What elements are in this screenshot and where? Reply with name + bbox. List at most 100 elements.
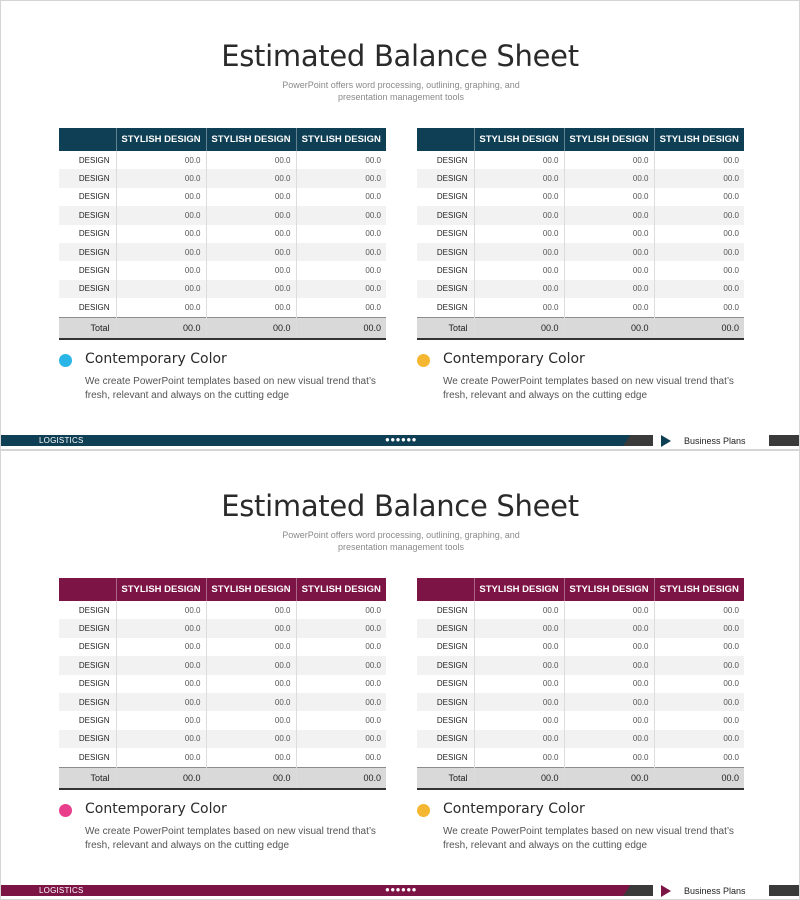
cell-value: 00.0 — [563, 187, 654, 207]
cell-value: 00.0 — [563, 224, 654, 243]
cell-value: 00.0 — [473, 242, 564, 262]
table-row: DESIGN 00.0 00.0 00.0 — [59, 187, 386, 207]
cell-value: 00.0 — [115, 656, 206, 675]
total-row: Total 00.0 00.0 00.0 — [59, 316, 386, 340]
row-label: DESIGN — [59, 151, 116, 170]
column-header: STYLISH DESIGN — [473, 128, 564, 151]
cell-value: 00.0 — [653, 151, 744, 170]
row-label: DESIGN — [59, 692, 116, 712]
cell-value: 00.0 — [473, 674, 564, 693]
balance-table-left: STYLISH DESIGN STYLISH DESIGN STYLISH DESI… — [59, 578, 386, 790]
cell-value: 00.0 — [295, 242, 386, 262]
cell-value: 00.0 — [205, 711, 296, 730]
cell-value: 00.0 — [653, 169, 744, 188]
cell-value: 00.0 — [473, 711, 564, 730]
cell-value: 00.0 — [473, 224, 564, 243]
cell-value: 00.0 — [205, 206, 296, 225]
row-label: DESIGN — [417, 298, 474, 318]
row-label: DESIGN — [59, 619, 116, 638]
footer-accent — [623, 885, 653, 896]
cell-value: 00.0 — [653, 206, 744, 225]
cell-value: 00.0 — [295, 206, 386, 225]
table-header-row: STYLISH DESIGN STYLISH DESIGN STYLISH DESI… — [417, 128, 744, 151]
cell-value: 00.0 — [473, 151, 564, 170]
row-label: DESIGN — [59, 748, 116, 768]
feature-description: We create PowerPoint templates based on … — [85, 376, 376, 401]
table-row: DESIGN 00.0 00.0 00.0 — [417, 261, 744, 280]
table-header-row: STYLISH DESIGN STYLISH DESIGN STYLISH DESI… — [59, 128, 386, 151]
cell-value: 00.0 — [115, 206, 206, 225]
cell-value: 00.0 — [115, 169, 206, 188]
cell-value: 00.0 — [563, 261, 654, 280]
total-value: 00.0 — [473, 766, 564, 790]
cell-value: 00.0 — [563, 601, 654, 620]
total-value: 00.0 — [205, 766, 296, 790]
footer-accent — [623, 435, 653, 446]
cell-value: 00.0 — [653, 748, 744, 768]
total-value: 00.0 — [473, 316, 564, 340]
row-label: DESIGN — [417, 619, 474, 638]
table-row: DESIGN 00.0 00.0 00.0 — [59, 206, 386, 225]
total-row: Total 00.0 00.0 00.0 — [417, 766, 744, 790]
table-row: DESIGN 00.0 00.0 00.0 — [417, 151, 744, 170]
table-header-row: STYLISH DESIGN STYLISH DESIGN STYLISH DESI… — [417, 578, 744, 601]
footer-bar — [1, 885, 653, 896]
balance-table-left: STYLISH DESIGN STYLISH DESIGN STYLISH DESI… — [59, 128, 386, 340]
cell-value: 00.0 — [295, 151, 386, 170]
row-label: DESIGN — [59, 279, 116, 299]
cell-value: 00.0 — [115, 224, 206, 243]
cell-value: 00.0 — [115, 601, 206, 620]
row-label: DESIGN — [417, 692, 474, 712]
cell-value: 00.0 — [205, 298, 296, 318]
row-label: DESIGN — [417, 169, 474, 188]
total-value: 00.0 — [115, 766, 206, 790]
play-triangle-icon — [661, 435, 671, 447]
table-row: DESIGN 00.0 00.0 00.0 — [59, 674, 386, 693]
cell-value: 00.0 — [653, 187, 744, 207]
cell-value: 00.0 — [295, 729, 386, 749]
table-row: DESIGN 00.0 00.0 00.0 — [417, 656, 744, 675]
table-row: DESIGN 00.0 00.0 00.0 — [59, 748, 386, 768]
cell-value: 00.0 — [205, 656, 296, 675]
cell-value: 00.0 — [563, 619, 654, 638]
row-label: DESIGN — [417, 601, 474, 620]
row-label: DESIGN — [417, 151, 474, 170]
row-label: DESIGN — [417, 242, 474, 262]
cell-value: 00.0 — [295, 601, 386, 620]
cell-value: 00.0 — [563, 711, 654, 730]
column-header: STYLISH DESIGN — [473, 578, 564, 601]
cell-value: 00.0 — [115, 711, 206, 730]
total-value: 00.0 — [653, 766, 744, 790]
table-row: DESIGN 00.0 00.0 00.0 — [417, 206, 744, 225]
total-value: 00.0 — [563, 316, 654, 340]
total-value: 00.0 — [653, 316, 744, 340]
feature-title: Contemporary Color — [85, 351, 227, 367]
row-label: DESIGN — [59, 187, 116, 207]
feature-description: We create PowerPoint templates based on … — [443, 376, 734, 401]
table-row: DESIGN 00.0 00.0 00.0 — [59, 279, 386, 299]
table-row: DESIGN 00.0 00.0 00.0 — [417, 748, 744, 768]
slide-title: Estimated Balance Sheet — [221, 39, 579, 73]
cell-value: 00.0 — [473, 279, 564, 299]
feature-description: We create PowerPoint templates based on … — [85, 826, 376, 851]
cell-value: 00.0 — [205, 151, 296, 170]
cell-value: 00.0 — [563, 674, 654, 693]
color-dot-icon — [417, 804, 430, 817]
table-row: DESIGN 00.0 00.0 00.0 — [59, 619, 386, 638]
cell-value: 00.0 — [473, 656, 564, 675]
column-header: STYLISH DESIGN — [205, 578, 296, 601]
cell-value: 00.0 — [205, 224, 296, 243]
cell-value: 00.0 — [295, 674, 386, 693]
table-row: DESIGN 00.0 00.0 00.0 — [59, 637, 386, 657]
row-label: DESIGN — [59, 206, 116, 225]
column-header: STYLISH DESIGN — [653, 128, 744, 151]
cell-value: 00.0 — [115, 187, 206, 207]
cell-value: 00.0 — [205, 748, 296, 768]
row-label: DESIGN — [59, 637, 116, 657]
cell-value: 00.0 — [295, 656, 386, 675]
cell-value: 00.0 — [473, 729, 564, 749]
column-header: STYLISH DESIGN — [295, 578, 386, 601]
row-label: DESIGN — [417, 711, 474, 730]
cell-value: 00.0 — [473, 187, 564, 207]
slide-subtitle: PowerPoint offers word processing, outli… — [282, 530, 520, 552]
